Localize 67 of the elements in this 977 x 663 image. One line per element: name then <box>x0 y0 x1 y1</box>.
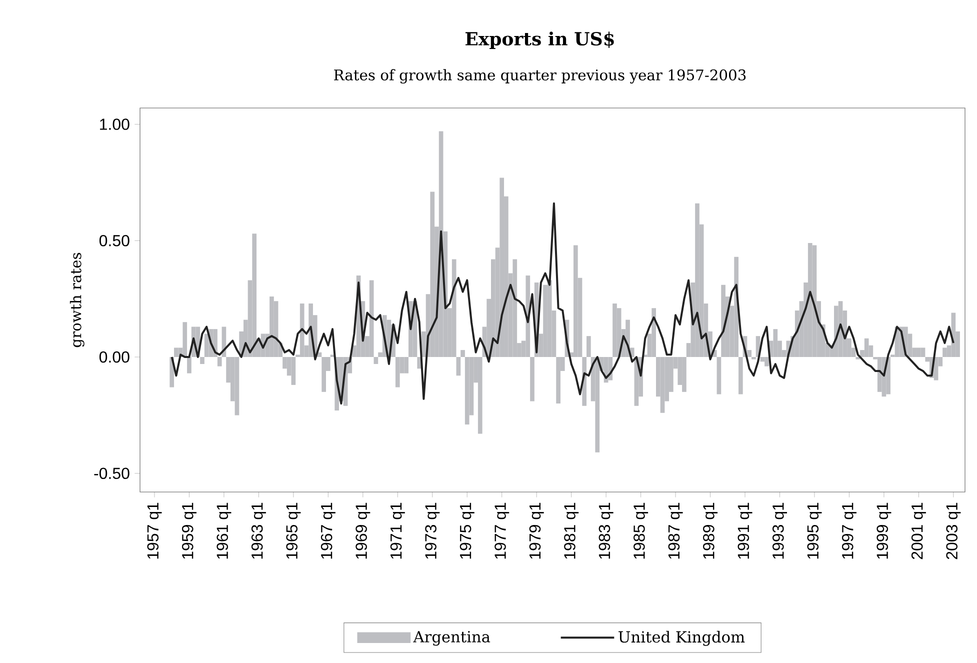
x-tick-label: 1997 q1 <box>842 502 856 559</box>
bar <box>652 308 656 358</box>
y-tick-label: 0.50 <box>99 234 130 246</box>
x-tick-label: 1973 q1 <box>425 502 440 559</box>
bar <box>500 178 504 358</box>
bar <box>738 357 743 394</box>
bar <box>586 336 591 358</box>
bar <box>395 357 400 388</box>
bar <box>773 329 778 358</box>
bar <box>291 357 296 385</box>
bar <box>430 192 435 358</box>
x-tick-label: 1971 q1 <box>390 502 405 559</box>
bar <box>920 348 926 358</box>
x-tick-label: 1993 q1 <box>772 502 787 559</box>
y-tick-label: 1.00 <box>100 118 130 130</box>
bar <box>808 242 812 358</box>
legend-label: United Kingdom <box>618 630 745 646</box>
y-axis-title: growth rates <box>70 252 84 348</box>
x-tick-label: 1989 q1 <box>703 502 718 559</box>
x-tick-label: 1959 q1 <box>182 502 196 559</box>
bar <box>716 357 722 394</box>
x-tick-label: 1979 q1 <box>529 502 544 559</box>
bar <box>374 357 378 364</box>
x-tick-label: 1961 q1 <box>216 502 232 559</box>
x-tick-label: 2003 q1 <box>946 502 961 560</box>
bar <box>200 357 204 364</box>
x-tick-label: 1975 q1 <box>460 502 474 559</box>
x-tick-label: 1967 q1 <box>320 502 336 559</box>
y-tick-label: 0.00 <box>99 351 130 363</box>
y-tick-label: -0.50 <box>94 468 130 480</box>
x-tick-label: 1991 q1 <box>738 502 752 559</box>
bar <box>252 234 257 358</box>
bar <box>182 322 188 358</box>
x-tick-label: 1977 q1 <box>494 502 510 559</box>
bar <box>530 357 534 402</box>
bar <box>512 259 518 358</box>
bar <box>573 245 578 358</box>
x-tick-label: 1957 q1 <box>147 502 162 559</box>
x-tick-label: 1987 q1 <box>668 502 683 559</box>
bar <box>452 259 456 358</box>
bar <box>300 303 304 358</box>
x-tick-label: 1995 q1 <box>807 502 822 559</box>
bar <box>660 357 665 413</box>
x-tick-label: 2001 q1 <box>911 502 926 560</box>
x-tick-label: 1969 q1 <box>356 502 370 559</box>
x-tick-label: 1963 q1 <box>251 502 266 559</box>
bar <box>369 280 374 358</box>
legend-label: Argentina <box>413 631 490 646</box>
bar <box>456 357 461 376</box>
bar <box>234 357 240 416</box>
x-tick-label: 1983 q1 <box>598 502 614 559</box>
x-tick-label: 1981 q1 <box>564 502 579 559</box>
chart-title: Exports in US$ <box>466 32 614 50</box>
bar <box>187 357 192 374</box>
bar <box>217 357 222 366</box>
x-tick-label: 1985 q1 <box>634 502 648 559</box>
x-tick-label: 1999 q1 <box>876 502 892 559</box>
bar <box>595 357 600 452</box>
bar <box>864 338 869 358</box>
bar <box>174 348 178 358</box>
bar <box>404 357 408 374</box>
bar <box>478 357 482 434</box>
bar <box>464 357 470 424</box>
chart-subtitle: Rates of growth same quarter previous year 1957-2003 <box>334 69 746 84</box>
x-tick-label: 1965 q1 <box>286 502 301 559</box>
bar <box>547 280 552 358</box>
bar <box>460 350 465 358</box>
